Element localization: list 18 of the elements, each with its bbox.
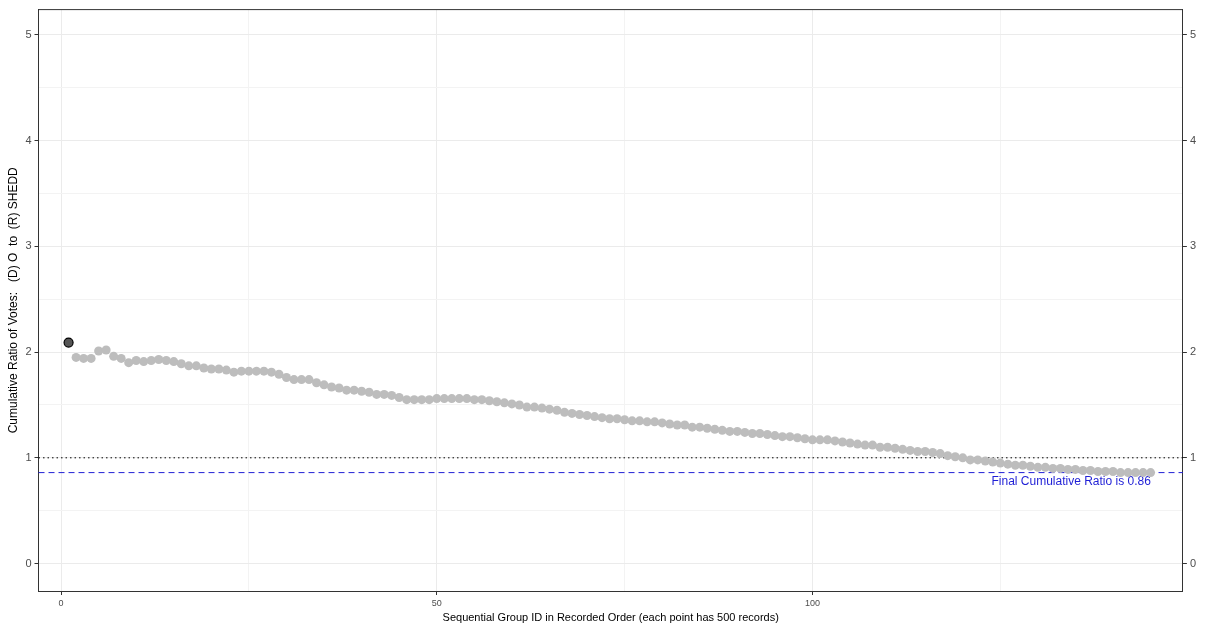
x-axis-title: Sequential Group ID in Recorded Order (each point has 500 records) bbox=[442, 611, 779, 624]
y2-tick-label: 4 bbox=[1189, 133, 1197, 146]
y-tick-label: 1 bbox=[25, 450, 32, 463]
y2-tick-label: 3 bbox=[1189, 239, 1197, 252]
ref-line-label: Final Cumulative Ratio is 0.86 bbox=[991, 473, 1152, 488]
y-tick-label: 3 bbox=[25, 239, 32, 252]
y-tick-label: 5 bbox=[25, 28, 32, 40]
y2-tick-label: 0 bbox=[1189, 556, 1197, 569]
x-tick-label: 50 bbox=[431, 597, 442, 608]
y2-tick-label: 1 bbox=[1189, 450, 1197, 463]
y2-tick-label: 5 bbox=[1189, 28, 1197, 40]
y-tick-label: 4 bbox=[25, 133, 32, 146]
y2-tick-label: 2 bbox=[1189, 345, 1197, 358]
y-tick-label: 0 bbox=[25, 556, 32, 569]
y-tick-label: 2 bbox=[25, 345, 32, 358]
x-tick-label: 100 bbox=[804, 597, 820, 608]
x-tick-label: 0 bbox=[58, 597, 64, 608]
y-axis-title: Cumulative Ratio of Votes: (D) O to (R) SHEDD bbox=[5, 166, 20, 434]
